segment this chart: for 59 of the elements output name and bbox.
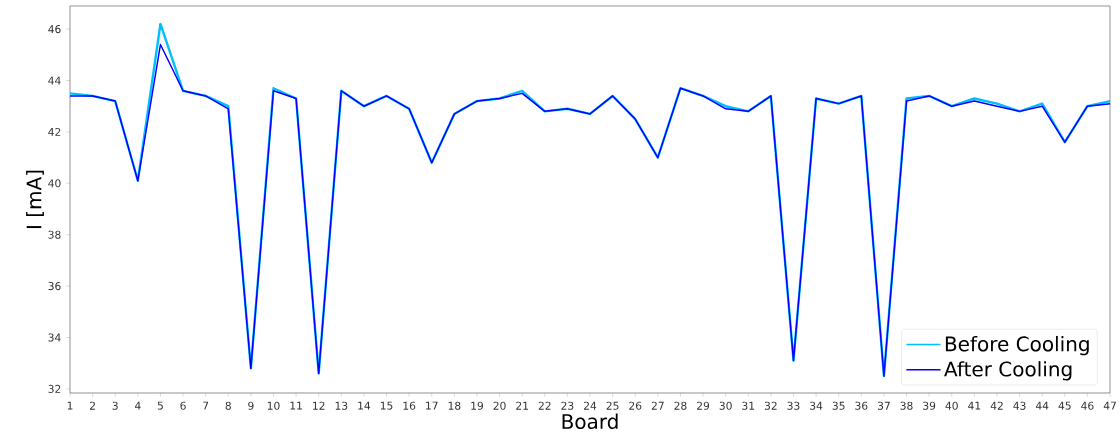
x-tick-label: 40 <box>945 401 958 410</box>
legend-label: After Cooling <box>944 361 1072 381</box>
x-tick-label: 28 <box>674 401 687 410</box>
x-tick-label: 2 <box>89 401 95 410</box>
x-tick-label: 29 <box>697 401 710 410</box>
x-tick-label: 15 <box>380 401 393 410</box>
y-tick-label: 44 <box>48 76 61 85</box>
x-tick-label: 34 <box>810 401 823 410</box>
x-tick-label: 1 <box>67 401 73 410</box>
x-tick-label: 12 <box>313 401 325 410</box>
x-tick-label: 25 <box>606 401 619 410</box>
x-tick-label: 41 <box>968 401 981 410</box>
x-tick-label: 42 <box>990 401 1003 410</box>
x-tick-label: 38 <box>900 401 913 410</box>
x-tick-label: 35 <box>832 401 845 410</box>
x-tick-label: 4 <box>134 401 141 410</box>
x-tick-label: 13 <box>335 401 348 410</box>
x-tick-label: 18 <box>448 401 461 410</box>
y-tick-label: 34 <box>48 333 61 342</box>
x-tick-label: 45 <box>1058 401 1071 410</box>
x-tick-label: 23 <box>561 401 574 410</box>
x-tick-label: 36 <box>855 401 868 410</box>
x-tick-label: 39 <box>923 401 936 410</box>
x-tick-label: 30 <box>719 401 732 410</box>
y-tick-label: 38 <box>48 230 61 239</box>
x-tick-label: 6 <box>180 401 186 410</box>
y-axis-title: I [mA] <box>26 170 44 229</box>
x-tick-label: 5 <box>157 401 163 410</box>
y-tick-label: 32 <box>48 384 61 393</box>
x-tick-label: 46 <box>1081 401 1094 410</box>
x-tick-label: 14 <box>358 401 371 410</box>
x-axis-title: Board <box>562 413 618 430</box>
x-tick-label: 9 <box>248 401 254 410</box>
x-tick-label: 17 <box>426 401 438 410</box>
x-tick-label: 27 <box>651 401 664 410</box>
x-tick-label: 26 <box>629 401 642 410</box>
x-tick-label: 44 <box>1035 401 1049 410</box>
y-tick-label: 40 <box>48 179 61 188</box>
y-tick-label: 42 <box>48 127 61 136</box>
x-tick-label: 7 <box>203 401 209 410</box>
x-tick-label: 37 <box>877 401 890 410</box>
x-tick-label: 21 <box>516 401 528 410</box>
x-tick-label: 32 <box>764 401 777 410</box>
x-tick-label: 33 <box>787 401 800 410</box>
x-tick-label: 43 <box>1013 401 1026 410</box>
x-tick-label: 31 <box>742 401 755 410</box>
x-tick-label: 24 <box>583 401 597 410</box>
x-tick-label: 22 <box>538 401 551 410</box>
x-tick-label: 20 <box>493 401 506 410</box>
x-tick-label: 11 <box>290 401 302 410</box>
x-tick-label: 16 <box>403 401 416 410</box>
x-tick-label: 19 <box>471 401 483 410</box>
y-tick-label: 46 <box>48 25 61 34</box>
x-tick-label: 8 <box>225 401 231 410</box>
x-tick-label: 47 <box>1103 401 1116 410</box>
legend-label: Before Cooling <box>945 335 1089 356</box>
x-tick-label: 10 <box>267 401 280 410</box>
y-tick-label: 36 <box>48 282 61 291</box>
x-tick-label: 3 <box>112 401 118 410</box>
